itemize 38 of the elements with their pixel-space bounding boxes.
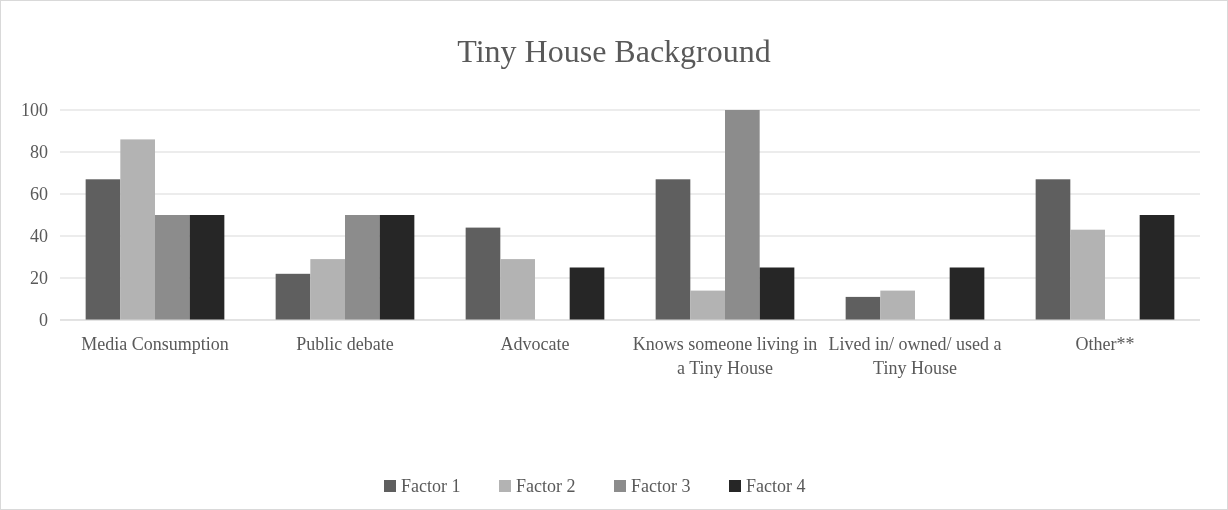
bar	[690, 290, 725, 320]
bar	[465, 227, 501, 320]
x-tick-label: Public debate	[296, 334, 394, 354]
bar	[310, 259, 345, 320]
x-tick-label: Advocate	[500, 334, 570, 354]
bar	[120, 139, 155, 320]
y-tick-label: 20	[30, 268, 48, 289]
bar	[880, 290, 915, 320]
y-tick-label: 100	[21, 100, 48, 121]
bar	[85, 179, 121, 320]
y-tick-label: 0	[39, 310, 48, 331]
x-tick-label: Other**	[1075, 334, 1135, 354]
legend-label: Factor 4	[746, 476, 806, 496]
bar	[759, 267, 795, 320]
y-tick-label: 60	[30, 184, 48, 205]
bar	[379, 215, 415, 320]
bar	[500, 259, 535, 320]
legend-label: Factor 1	[401, 476, 461, 496]
bar	[569, 267, 605, 320]
x-tick-label: Knows someone living in a Tiny House	[632, 334, 818, 378]
y-tick-label: 80	[30, 142, 48, 163]
bar	[1035, 179, 1071, 320]
bar	[345, 215, 380, 320]
legend-label: Factor 3	[631, 476, 691, 496]
bar	[845, 296, 881, 320]
bar	[949, 267, 985, 320]
legend-label: Factor 2	[516, 476, 576, 496]
bar	[725, 110, 760, 320]
bar	[655, 179, 691, 320]
bar	[155, 215, 190, 320]
x-tick-label: Media Consumption	[81, 334, 229, 354]
bar	[189, 215, 225, 320]
chart-title: Tiny House Background	[457, 33, 771, 69]
bar	[1070, 229, 1105, 320]
x-tick-label: Lived in/ owned/ used a Tiny House	[828, 334, 1002, 378]
bar	[1139, 215, 1175, 320]
y-tick-label: 40	[30, 226, 48, 247]
bar	[275, 273, 311, 320]
